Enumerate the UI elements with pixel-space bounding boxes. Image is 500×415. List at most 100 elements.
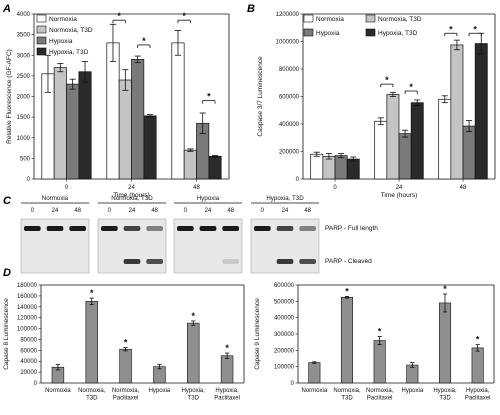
- panel-label-a: A: [2, 3, 11, 15]
- blot-group-label: Normoxia: [42, 195, 69, 202]
- lane-label: 0: [31, 208, 35, 214]
- y-tick-label: 500: [20, 156, 31, 162]
- bar-normoxia-t3d: [183, 149, 197, 180]
- lane-label: 48: [227, 208, 234, 214]
- band-full-length: [222, 226, 239, 231]
- x-tick-label: Hypoxia: [149, 388, 171, 394]
- y-tick-label: 100000: [274, 365, 295, 371]
- legend-label: Normoxia, T3D: [49, 27, 93, 34]
- y-tick-label: 400000: [274, 316, 295, 322]
- y-tick-label: 0: [27, 177, 31, 183]
- band-full-length: [24, 226, 41, 231]
- y-tick-label: 2000: [17, 95, 31, 101]
- x-tick-label: Normoxia,: [366, 388, 394, 394]
- significance-star: *: [142, 36, 146, 46]
- bar-hypoxia-t3d: [208, 155, 222, 180]
- significance-star: *: [345, 286, 349, 296]
- x-tick-label: 48: [193, 185, 200, 191]
- lane-label: 0: [261, 208, 265, 214]
- legend-swatch: [365, 28, 376, 37]
- legend-label: Hypoxia: [49, 38, 73, 45]
- legend-label: Hypoxia: [316, 30, 340, 37]
- band-full-length: [46, 226, 64, 231]
- bar: [187, 322, 200, 384]
- band-full-length: [276, 226, 294, 231]
- y-tick-label: 2500: [17, 74, 31, 80]
- x-tick-label: 0: [65, 185, 69, 191]
- legend-swatch: [36, 36, 47, 45]
- chart-d-caspase-8: 0 20000 40000 60000 80000 100000 120000 140000 1…: [3, 283, 245, 402]
- y-tick-label: 4000: [17, 12, 31, 18]
- band-full-length: [123, 226, 141, 231]
- bar: [119, 348, 132, 384]
- bar-normoxia-t3d: [53, 67, 67, 180]
- y-tick-label: 0: [296, 177, 300, 183]
- y-axis-label: Capase 9 Luminescence: [254, 298, 261, 370]
- legend-swatch: [365, 14, 376, 23]
- x-tick-label: Hypoxia: [401, 388, 423, 394]
- y-tick-label: 180000: [17, 283, 38, 289]
- bar-normoxia-t3d: [386, 94, 400, 180]
- bar-normoxia-t3d: [450, 44, 464, 180]
- significance-star: *: [90, 288, 94, 298]
- y-tick-label: 0: [291, 381, 295, 387]
- legend-swatch: [303, 14, 314, 23]
- bar-hypoxia: [131, 59, 145, 180]
- band-full-length: [254, 226, 271, 231]
- blot-c: Normoxia 0 24 48 Normoxia, T3D 0 24 48 Hypoxia 0 2…: [20, 195, 378, 274]
- x-tick-label: Paclitaxel: [367, 396, 393, 402]
- x-tick-label: Hypoxia,: [433, 388, 457, 394]
- legend-label: Hypoxia, T3D: [378, 30, 418, 37]
- y-tick-label: 600000: [274, 283, 295, 289]
- band-cleaved: [276, 259, 294, 264]
- band-cleaved: [222, 259, 239, 264]
- y-tick-label: 140000: [17, 305, 38, 311]
- band-label-full-length: PARP - Full length: [325, 225, 378, 232]
- x-tick-label: Normoxia: [45, 388, 71, 394]
- bar: [85, 301, 98, 384]
- band-full-length: [146, 226, 163, 231]
- significance-star: *: [182, 11, 186, 21]
- y-tick-label: 3500: [17, 33, 31, 39]
- x-tick-label: Hypoxia,: [466, 388, 490, 394]
- lane-label: 24: [52, 208, 59, 214]
- legend-label: Normoxia: [49, 16, 77, 23]
- y-axis-label: Capase 8 Luminescence: [3, 298, 10, 370]
- y-tick-label: 400000: [279, 122, 300, 128]
- blot-group-label: Normoxia, T3D: [111, 195, 153, 202]
- legend-swatch: [36, 14, 47, 23]
- lane-label: 0: [184, 208, 188, 214]
- y-tick-label: 20000: [20, 370, 37, 376]
- significance-star: *: [191, 311, 195, 321]
- bar-hypoxia-t3d: [78, 71, 92, 180]
- y-tick-label: 1200000: [276, 12, 300, 18]
- x-tick-label: 0: [333, 185, 337, 191]
- bar-hypoxia-t3d: [346, 158, 360, 180]
- x-tick-label: Paclitaxel: [214, 396, 240, 402]
- blot-group-label: Hypoxia: [197, 195, 220, 202]
- x-tick-label: Normoxia,: [112, 388, 140, 394]
- y-tick-label: 200000: [274, 348, 295, 354]
- x-tick-label: Normoxia: [301, 388, 327, 394]
- y-tick-label: 160000: [17, 294, 38, 300]
- y-tick-label: 0: [34, 381, 38, 387]
- y-tick-label: 1000000: [276, 40, 300, 46]
- y-tick-label: 100000: [17, 327, 38, 333]
- bar: [308, 362, 321, 384]
- chart-d-caspase-9: 0 100000 200000 300000 400000 500000 600000 Cap…: [254, 283, 495, 402]
- panel-label-c: C: [3, 195, 12, 207]
- x-axis-label: Time (hours): [113, 192, 150, 199]
- lane-label: 24: [129, 208, 136, 214]
- x-tick-label: Hypoxia,: [215, 388, 239, 394]
- y-tick-label: 1500: [17, 115, 31, 121]
- y-axis-label: Relative Fluorescence (GF-AFC): [6, 49, 13, 144]
- x-tick-label: Paclitaxel: [113, 396, 139, 402]
- y-tick-label: 60000: [20, 348, 37, 354]
- x-tick-label: Paclitaxel: [465, 396, 491, 402]
- bar-hypoxia: [398, 133, 412, 180]
- significance-star: *: [449, 24, 453, 34]
- x-tick-label: T3D: [86, 396, 98, 402]
- y-tick-label: 1000: [17, 136, 31, 142]
- y-tick-label: 300000: [274, 332, 295, 338]
- panel-label-d: D: [3, 267, 11, 279]
